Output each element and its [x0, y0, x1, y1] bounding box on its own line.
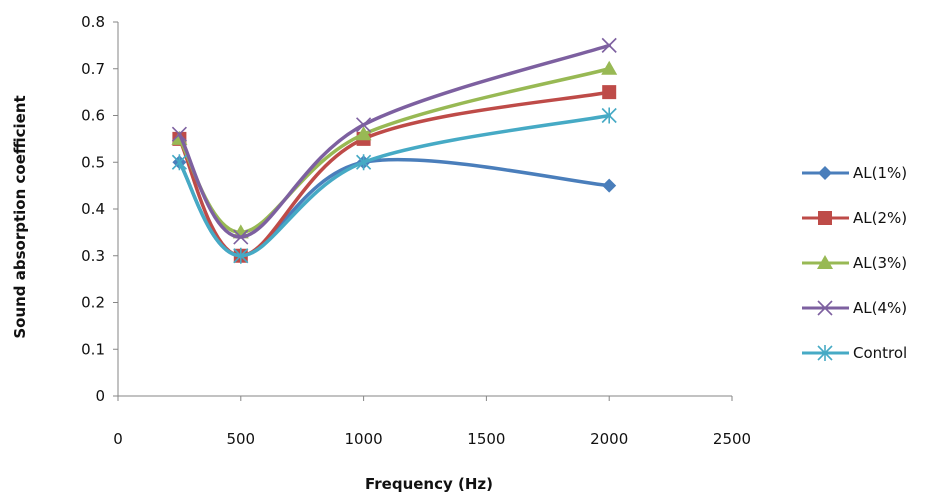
legend-marker [818, 166, 832, 180]
series-line [177, 67, 611, 235]
legend: AL(1%) AL(2%) AL(3%) AL(4%) Control [802, 164, 907, 362]
data-point [233, 229, 249, 245]
series-line [177, 113, 611, 258]
y-axis-title: Sound absorption coefficient [11, 95, 29, 338]
data-point [356, 117, 372, 133]
series-Control [171, 107, 617, 264]
y-axis-ticks: 0 0.1 0.2 0.3 0.4 0.5 0.6 0.7 0.8 [81, 13, 118, 405]
legend-item: AL(2%) [802, 209, 907, 227]
legend-marker [818, 211, 832, 225]
series-line [177, 90, 611, 258]
marker-stroke [233, 229, 249, 245]
data-point [601, 60, 618, 75]
series-AL(3%) [171, 60, 618, 239]
legend-marker [817, 255, 833, 269]
marker-stroke [171, 126, 187, 142]
x-tick-label: 2000 [590, 430, 628, 448]
y-tick-label: 0.3 [81, 247, 105, 265]
legend-label: AL(1%) [853, 164, 907, 182]
legend-marker [817, 300, 833, 316]
legend-item: Control [802, 344, 907, 362]
x-axis-ticks: 0 500 1000 1500 2000 2500 [113, 396, 751, 448]
y-tick-label: 0 [95, 387, 105, 405]
x-tick-label: 0 [113, 430, 123, 448]
series-AL(4%) [171, 37, 617, 245]
legend-label: AL(4%) [853, 299, 907, 317]
series-line [177, 43, 611, 239]
legend-marker [817, 345, 833, 361]
data-point [233, 247, 249, 264]
x-tick-label: 500 [226, 430, 255, 448]
plot-area: 0 500 1000 1500 2000 2500 0 0.1 0.2 0.3 0.4 0.5 0.6… [81, 13, 751, 448]
data-point [601, 107, 617, 124]
data-point [171, 126, 187, 142]
series-AL(1%) [172, 155, 617, 263]
data-point [602, 178, 617, 193]
data-point [356, 154, 372, 171]
y-tick-label: 0.4 [81, 200, 105, 218]
x-tick-label: 2500 [713, 430, 751, 448]
legend-item: AL(4%) [802, 299, 907, 317]
series-layer [171, 37, 618, 264]
data-point [602, 85, 617, 100]
marker-stroke [817, 300, 833, 316]
legend-label: AL(2%) [853, 209, 907, 227]
y-tick-label: 0.7 [81, 60, 105, 78]
marker-stroke [601, 37, 617, 53]
legend-label: AL(3%) [853, 254, 907, 272]
x-axis-title: Frequency (Hz) [365, 475, 493, 493]
x-tick-label: 1000 [345, 430, 383, 448]
legend-item: AL(1%) [802, 164, 907, 182]
y-tick-label: 0.2 [81, 294, 105, 312]
y-tick-label: 0.5 [81, 153, 105, 171]
y-tick-label: 0.6 [81, 107, 105, 125]
y-tick-label: 0.1 [81, 340, 105, 358]
series-line [177, 157, 611, 258]
data-point [171, 154, 187, 171]
data-point [355, 126, 372, 141]
marker-stroke [356, 117, 372, 133]
legend-item: AL(3%) [802, 254, 907, 272]
x-tick-label: 1500 [467, 430, 505, 448]
y-tick-label: 0.8 [81, 13, 105, 31]
data-point [601, 37, 617, 53]
legend-label: Control [853, 344, 907, 362]
